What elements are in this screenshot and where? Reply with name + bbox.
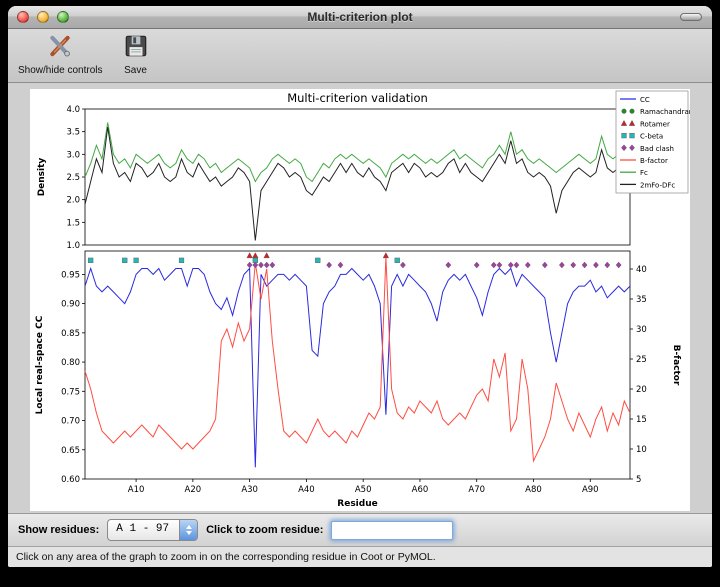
markers-c-beta: [88, 257, 400, 263]
svg-text:3.0: 3.0: [66, 150, 80, 160]
zoom-residue-input[interactable]: [331, 520, 454, 540]
svg-text:4.0: 4.0: [66, 105, 80, 115]
svg-text:A60: A60: [412, 485, 429, 495]
svg-text:1.5: 1.5: [66, 218, 80, 228]
multi-criterion-plot[interactable]: Multi-criterion validation 1.0 1.5 2.0 2.5 3.…: [30, 89, 693, 511]
plot-figure: Multi-criterion validation 1.0 1.5 2.0 2.5 3.…: [30, 89, 693, 511]
title-bar[interactable]: Multi-criterion plot: [8, 6, 712, 29]
status-bar: Click on any area of the graph to zoom i…: [8, 546, 712, 567]
svg-text:C-beta: C-beta: [640, 133, 663, 141]
svg-text:0.70: 0.70: [61, 417, 80, 427]
svg-text:A90: A90: [582, 485, 599, 495]
save-icon: [123, 33, 149, 64]
svg-text:10: 10: [636, 445, 647, 455]
plot-legend: CC Ramachandran Rotamer C-beta Bad clash B-fa…: [615, 90, 693, 194]
svg-text:5: 5: [636, 475, 641, 485]
show-residues-label: Show residues:: [18, 524, 100, 536]
svg-text:30: 30: [636, 325, 647, 335]
svg-text:A30: A30: [241, 485, 258, 495]
show-residues-select[interactable]: A 1 - 97: [107, 519, 199, 541]
series-CC: [84, 266, 631, 468]
markers-bad-clash: [246, 261, 622, 269]
svg-text:15: 15: [636, 415, 647, 425]
svg-text:3.5: 3.5: [66, 128, 80, 138]
svg-text:Fc: Fc: [640, 169, 648, 177]
svg-text:20: 20: [636, 385, 647, 395]
top-plot-box: [84, 108, 631, 246]
svg-text:A40: A40: [298, 485, 315, 495]
svg-text:Ramachandran: Ramachandran: [640, 108, 690, 116]
status-text: Click on any area of the graph to zoom i…: [16, 551, 436, 563]
save-label: Save: [124, 65, 147, 76]
window-title: Multi-criterion plot: [307, 10, 413, 24]
svg-text:A10: A10: [128, 485, 145, 495]
svg-text:A80: A80: [525, 485, 542, 495]
show-hide-controls-button[interactable]: Show/hide controls: [18, 33, 103, 76]
svg-text:A20: A20: [185, 485, 202, 495]
zoom-button[interactable]: [57, 11, 69, 23]
svg-text:25: 25: [636, 355, 647, 365]
tools-icon: [46, 33, 74, 64]
svg-text:2.0: 2.0: [66, 196, 80, 206]
svg-text:B-factor: B-factor: [640, 157, 668, 165]
zoom-residue-label: Click to zoom residue:: [206, 524, 324, 536]
multi-criterion-plot-window: Multi-criterion plot Show/hide controls: [8, 6, 712, 567]
bottom-plot-box: [84, 250, 631, 480]
svg-text:Multi-criterion validation: Multi-criterion validation: [287, 91, 428, 105]
close-button[interactable]: [17, 11, 29, 23]
svg-text:A70: A70: [468, 485, 485, 495]
toolbar-toggle-button[interactable]: [680, 13, 702, 21]
show-hide-controls-label: Show/hide controls: [18, 65, 103, 76]
svg-text:0.85: 0.85: [61, 329, 80, 339]
svg-text:0.75: 0.75: [61, 387, 80, 397]
svg-text:Local real-space CC: Local real-space CC: [35, 315, 45, 414]
series-Fc: [84, 122, 631, 183]
svg-text:1.0: 1.0: [66, 241, 80, 251]
svg-text:0.60: 0.60: [61, 475, 80, 485]
minimize-button[interactable]: [37, 11, 49, 23]
controls-bar: Show residues: A 1 - 97 Click to zoom re…: [8, 513, 712, 546]
svg-text:CC: CC: [640, 96, 650, 104]
select-stepper-icon: [179, 520, 198, 540]
svg-text:Rotamer: Rotamer: [640, 120, 670, 128]
series-B-factor: [84, 256, 631, 463]
markers-rotamer: [246, 252, 390, 259]
svg-text:Density: Density: [37, 158, 47, 197]
svg-text:0.90: 0.90: [61, 300, 80, 310]
svg-text:0.80: 0.80: [61, 358, 80, 368]
svg-text:2mFo-DFc: 2mFo-DFc: [640, 181, 675, 189]
svg-text:0.95: 0.95: [61, 270, 80, 280]
svg-text:Residue: Residue: [337, 499, 377, 509]
save-button[interactable]: Save: [123, 33, 149, 76]
svg-text:B-factor: B-factor: [671, 345, 681, 386]
svg-text:Bad clash: Bad clash: [640, 145, 674, 153]
series-2mFo-DFc: [84, 127, 631, 241]
svg-text:35: 35: [636, 295, 647, 305]
svg-text:2.5: 2.5: [66, 173, 80, 183]
svg-text:0.65: 0.65: [61, 446, 80, 456]
svg-text:40: 40: [636, 265, 647, 275]
plot-canvas-area: Multi-criterion validation 1.0 1.5 2.0 2.5 3.…: [8, 83, 712, 513]
svg-text:A50: A50: [355, 485, 372, 495]
toolbar: Show/hide controls Save: [8, 29, 712, 83]
show-residues-value: A 1 - 97: [116, 523, 170, 535]
